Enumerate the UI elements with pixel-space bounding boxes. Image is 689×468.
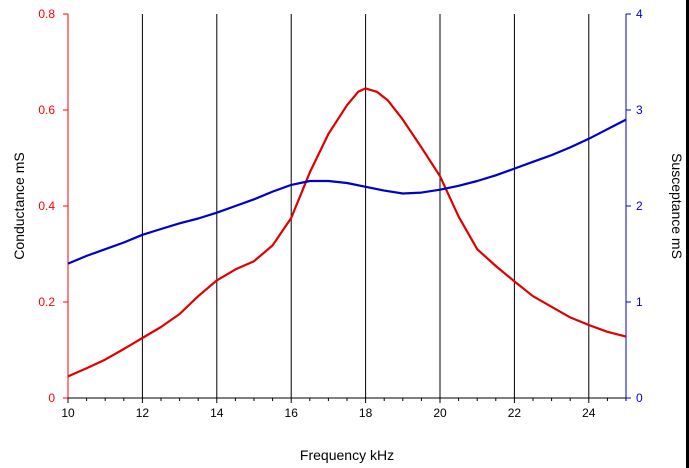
left-y-tick-label: 0.8 — [38, 7, 55, 21]
x-tick-label: 14 — [210, 406, 224, 420]
right-y-tick-label: 1 — [636, 295, 643, 309]
susceptance-series-line — [67, 118, 627, 265]
left-y-tick-label: 0.6 — [38, 103, 55, 117]
left-y-tick-label: 0.4 — [38, 199, 55, 213]
x-tick-label: 18 — [359, 406, 373, 420]
x-tick-label: 20 — [433, 406, 447, 420]
left-y-axis-title: Conductance mS — [11, 152, 27, 259]
x-tick-label: 22 — [508, 406, 522, 420]
window-edge — [686, 0, 689, 468]
conductance-series-line — [67, 87, 627, 378]
series-lines — [67, 87, 627, 378]
left-y-tick-label: 0.2 — [38, 295, 55, 309]
grid-lines — [141, 14, 590, 398]
left-y-tick-label: 0 — [48, 391, 55, 405]
x-axis-title: Frequency kHz — [300, 447, 394, 463]
x-tick-label: 12 — [136, 406, 150, 420]
x-tick-label: 16 — [285, 406, 299, 420]
right-y-axis-title: Susceptance mS — [669, 153, 685, 259]
right-y-tick-label: 0 — [636, 391, 643, 405]
right-y-tick-label: 2 — [636, 199, 643, 213]
x-tick-label: 24 — [582, 406, 596, 420]
right-y-tick-label: 4 — [636, 7, 643, 21]
right-y-tick-label: 3 — [636, 103, 643, 117]
x-tick-label: 10 — [61, 406, 75, 420]
